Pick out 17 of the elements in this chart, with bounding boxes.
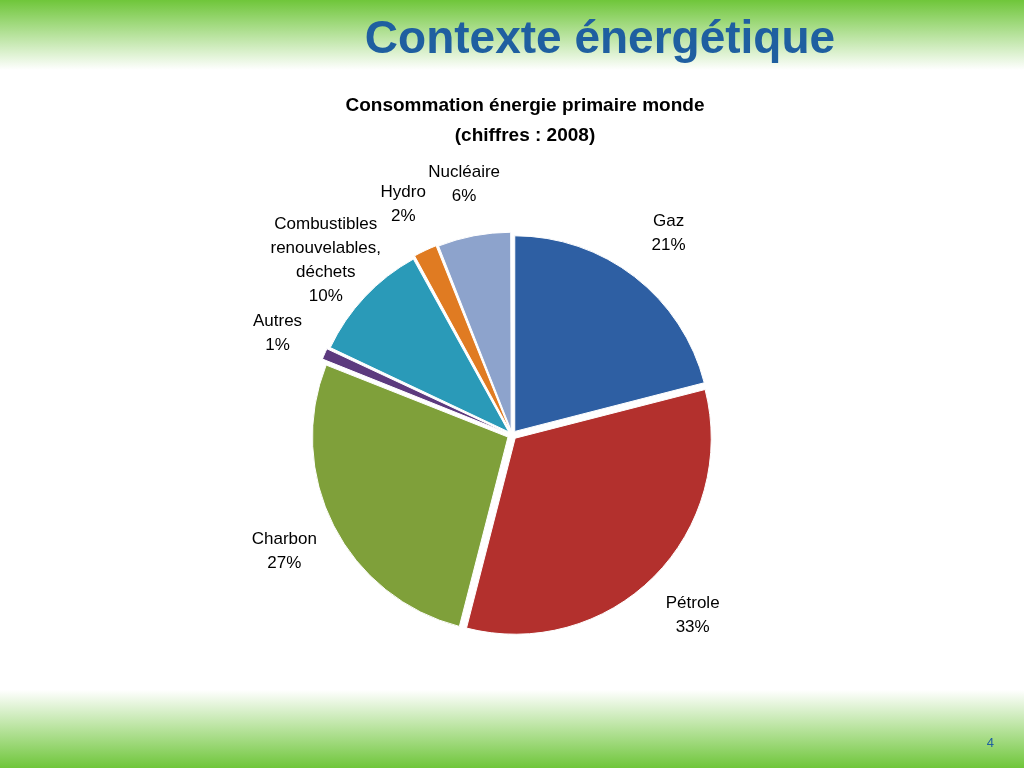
chart-subtitle: Consommation énergie primaire monde (chiffres : 2008)	[344, 93, 706, 147]
slice-label: Nucléaire	[428, 161, 501, 181]
slice-label: Autres	[252, 311, 303, 331]
slice-label: Hydro	[380, 181, 426, 201]
data-label: 1%	[265, 335, 290, 355]
data-label: 27%	[267, 552, 302, 572]
slice-label: Charbon	[251, 528, 317, 548]
slice-label: Combustibles renouvelables, déchets	[270, 213, 382, 281]
data-label: 21%	[651, 234, 686, 254]
text: 4	[986, 735, 994, 750]
chart-title: Contexte énergétique	[363, 10, 837, 64]
data-label: 2%	[390, 205, 416, 225]
data-label: 6%	[451, 185, 477, 205]
slice-label: Gaz	[653, 210, 685, 230]
slice-label: Pétrole	[665, 593, 720, 613]
data-label: 10%	[308, 285, 343, 305]
data-label: 33%	[675, 617, 710, 637]
